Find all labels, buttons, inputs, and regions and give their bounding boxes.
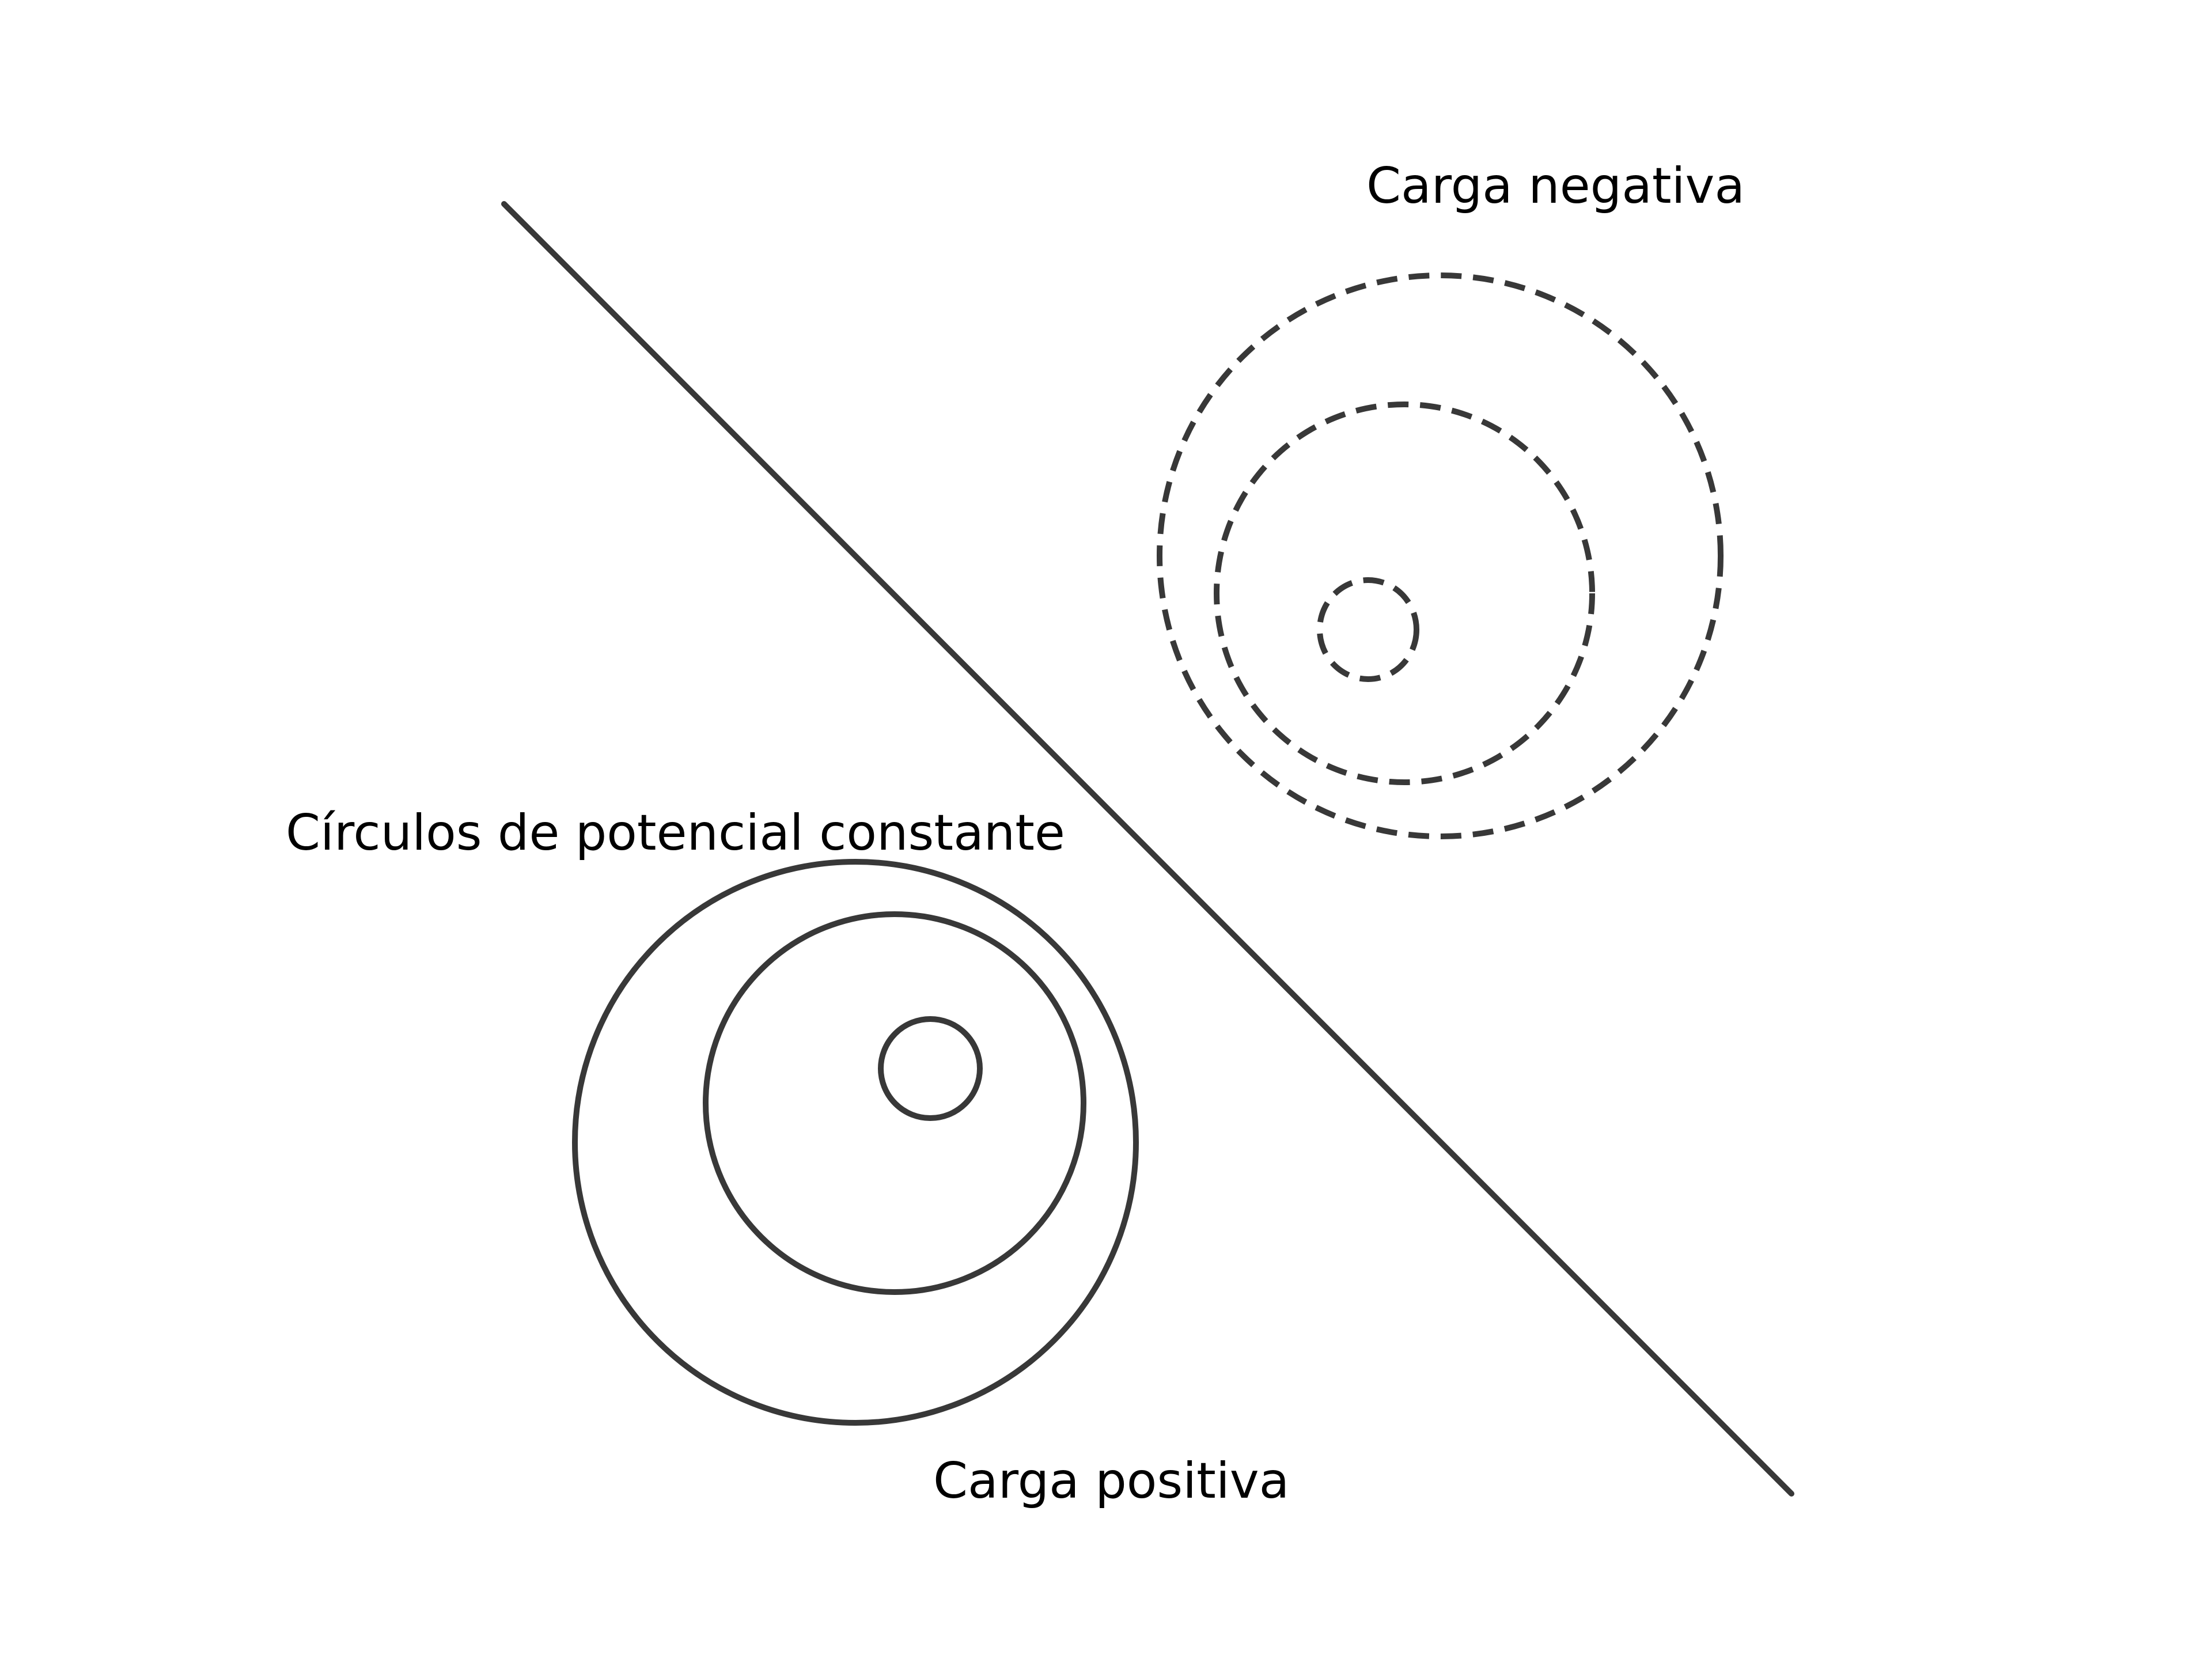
negative-inner-circle [1317,577,1419,682]
positive-charge-circles [572,859,1139,1426]
negative-outer-circle [1157,272,1724,839]
positive-charge-label: Carga positiva [933,1452,1289,1510]
constant-potential-label: Círculos de potencial constante [286,804,1065,862]
boundary-line [501,201,1794,1497]
negative-middle-circle [1214,402,1595,785]
positive-middle-circle [703,911,1086,1295]
negative-charge-label: Carga negativa [1366,157,1745,215]
positive-outer-circle [572,859,1139,1426]
positive-inner-circle [878,1016,983,1121]
negative-charge-circles [1157,272,1724,839]
